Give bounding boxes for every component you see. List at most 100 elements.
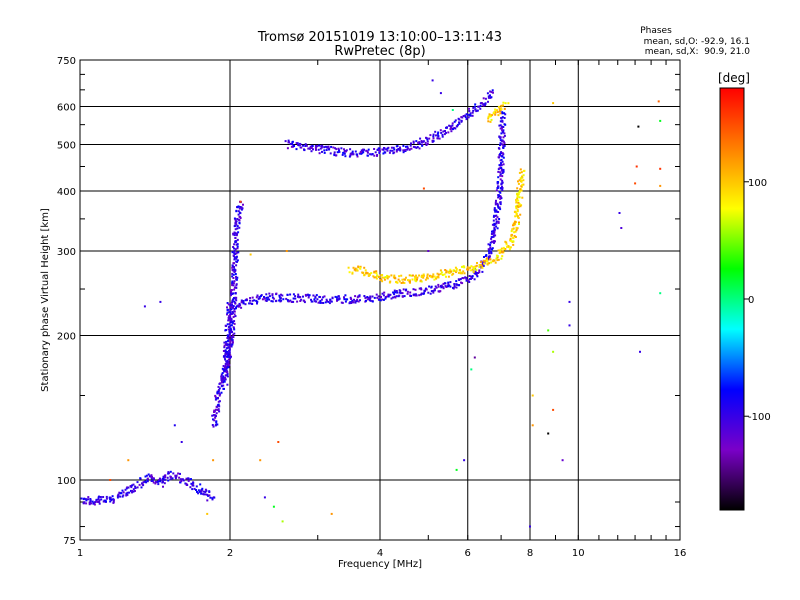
data-point <box>500 169 503 172</box>
data-point <box>432 140 435 143</box>
data-point <box>295 142 298 145</box>
data-point <box>323 151 326 154</box>
data-point <box>90 502 93 505</box>
data-point <box>462 270 465 273</box>
data-point <box>358 152 361 155</box>
data-point <box>227 360 230 363</box>
data-point <box>213 414 216 417</box>
data-point <box>109 498 112 501</box>
data-point <box>308 147 311 150</box>
data-point <box>449 268 452 271</box>
data-point <box>519 188 522 191</box>
data-point <box>320 146 323 149</box>
data-point <box>288 300 290 303</box>
data-point <box>251 296 254 299</box>
data-point <box>299 300 302 302</box>
data-point <box>185 477 188 480</box>
y-tick-label: 200 <box>57 332 76 343</box>
data-point <box>126 486 129 489</box>
data-point <box>224 363 227 365</box>
data-point <box>289 143 292 145</box>
data-point <box>352 301 355 304</box>
data-point <box>499 195 502 198</box>
data-point <box>240 306 243 309</box>
data-point <box>359 151 362 153</box>
data-point <box>520 189 523 192</box>
data-point <box>150 477 153 480</box>
data-point <box>208 494 211 497</box>
data-point <box>256 294 259 297</box>
data-point <box>489 115 492 118</box>
data-point <box>453 120 456 123</box>
data-point <box>178 476 181 479</box>
data-point <box>484 104 487 107</box>
x-tick-label: 6 <box>465 548 471 559</box>
data-point <box>227 364 229 367</box>
data-point <box>80 497 83 500</box>
data-point <box>229 324 232 327</box>
data-point <box>401 295 404 298</box>
data-point <box>323 149 326 152</box>
data-point <box>163 474 166 477</box>
data-point <box>150 474 153 477</box>
data-point <box>244 299 247 302</box>
data-point <box>390 274 393 277</box>
data-point <box>345 149 348 152</box>
data-point <box>451 109 454 111</box>
data-point <box>495 218 498 221</box>
data-point <box>236 247 239 250</box>
data-point <box>257 297 260 300</box>
data-point <box>227 339 230 342</box>
data-point <box>388 294 391 297</box>
data-point <box>244 303 247 306</box>
data-point <box>403 282 406 284</box>
data-point <box>381 292 384 295</box>
data-point <box>499 144 501 147</box>
data-point <box>432 137 435 140</box>
data-point <box>236 206 239 209</box>
data-point <box>402 149 405 152</box>
data-point <box>440 284 443 287</box>
data-point <box>116 496 119 499</box>
data-point <box>499 139 502 142</box>
data-point <box>500 197 503 200</box>
data-point <box>488 256 491 259</box>
data-point <box>118 491 121 494</box>
data-point <box>378 147 381 150</box>
data-point <box>349 296 352 299</box>
data-point <box>497 194 500 197</box>
data-point <box>466 113 469 116</box>
data-point <box>499 197 502 200</box>
data-point <box>139 477 142 480</box>
data-point <box>488 255 491 258</box>
data-point <box>486 258 489 261</box>
data-point <box>474 103 477 106</box>
data-point <box>224 358 227 361</box>
data-point <box>331 297 334 300</box>
data-point <box>349 154 352 157</box>
data-point <box>240 208 243 211</box>
data-point <box>239 217 242 219</box>
data-point <box>499 159 502 162</box>
data-point <box>500 125 503 128</box>
data-point <box>494 113 497 116</box>
data-point <box>236 243 239 246</box>
data-point <box>418 274 421 277</box>
data-point <box>358 295 361 298</box>
data-point <box>228 355 230 358</box>
data-point <box>519 189 521 192</box>
data-point <box>431 275 434 278</box>
data-point <box>479 261 482 264</box>
data-point <box>452 286 454 289</box>
data-point <box>453 285 456 288</box>
data-point <box>228 350 231 353</box>
axis-ticks <box>79 60 681 540</box>
data-point <box>504 102 507 105</box>
data-point <box>221 372 224 375</box>
data-point <box>307 296 310 299</box>
data-point <box>226 302 229 304</box>
data-point <box>496 187 499 189</box>
data-point <box>233 247 236 250</box>
data-point <box>235 286 238 289</box>
data-point <box>241 300 244 302</box>
